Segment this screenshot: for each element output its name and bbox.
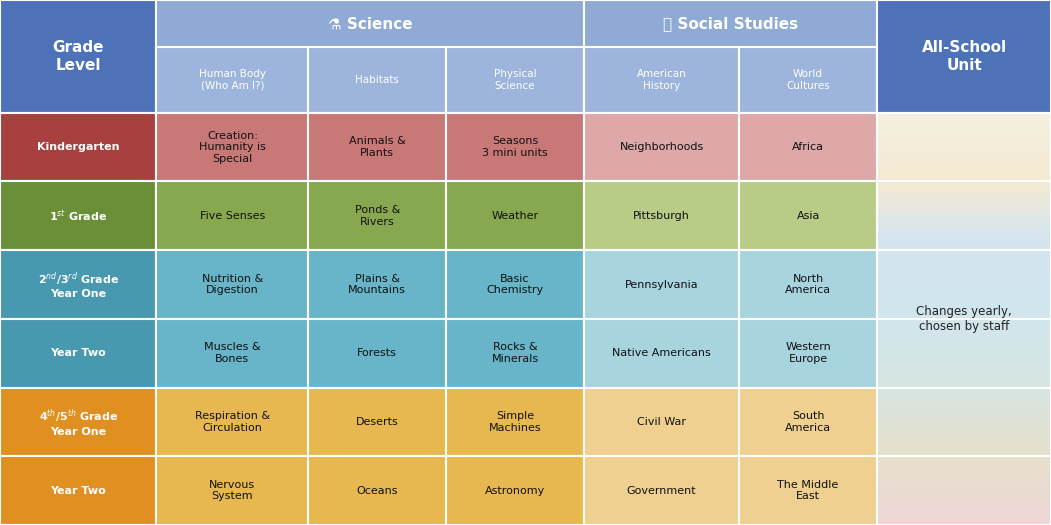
Text: South
America: South America (785, 411, 831, 433)
Text: Five Senses: Five Senses (200, 211, 265, 221)
Bar (877, 0, 1051, 113)
Bar (308, 182, 446, 250)
Text: ⚗ Science: ⚗ Science (328, 16, 412, 31)
Text: Native Americans: Native Americans (612, 348, 710, 358)
Text: Basic
Chemistry: Basic Chemistry (487, 274, 543, 296)
Text: Plains &
Mountains: Plains & Mountains (348, 274, 406, 296)
Bar (157, 182, 308, 250)
Bar (308, 387, 446, 456)
Text: Grade
Level: Grade Level (53, 40, 104, 72)
Text: Neighborhoods: Neighborhoods (619, 142, 704, 152)
Bar (584, 456, 739, 525)
Bar (308, 250, 446, 319)
Text: Astronomy: Astronomy (485, 486, 545, 496)
Text: Seasons
3 mini units: Seasons 3 mini units (482, 136, 548, 158)
Bar (584, 387, 739, 456)
Text: Deserts: Deserts (356, 417, 398, 427)
Bar (0, 387, 157, 456)
Text: Pittsburgh: Pittsburgh (633, 211, 691, 221)
Bar (308, 47, 446, 113)
Bar (446, 250, 584, 319)
Bar (157, 319, 308, 387)
Text: Animals &
Plants: Animals & Plants (349, 136, 406, 158)
Bar (0, 456, 157, 525)
Bar (877, 456, 1051, 525)
Text: Creation:
Humanity is
Special: Creation: Humanity is Special (199, 131, 266, 164)
Text: All-School
Unit: All-School Unit (922, 40, 1007, 72)
Bar (157, 250, 308, 319)
Text: Civil War: Civil War (637, 417, 686, 427)
Text: Nutrition &
Digestion: Nutrition & Digestion (202, 274, 263, 296)
Bar (739, 47, 877, 113)
Text: Kindergarten: Kindergarten (37, 142, 120, 152)
Text: Human Body
(Who Am I?): Human Body (Who Am I?) (199, 69, 266, 91)
Bar (0, 319, 157, 387)
Text: Physical
Science: Physical Science (494, 69, 536, 91)
Text: Year Two: Year Two (50, 348, 106, 358)
Text: 1$^{st}$ Grade: 1$^{st}$ Grade (49, 208, 107, 224)
Bar (157, 0, 584, 113)
Bar (0, 113, 157, 182)
Bar (446, 456, 584, 525)
Text: Weather: Weather (492, 211, 538, 221)
Bar (446, 113, 584, 182)
Bar (446, 47, 584, 113)
Bar (584, 182, 739, 250)
Bar (308, 113, 446, 182)
Bar (308, 456, 446, 525)
Text: American
History: American History (637, 69, 686, 91)
Bar (157, 456, 308, 525)
Text: Government: Government (626, 486, 697, 496)
Bar (446, 182, 584, 250)
Bar (446, 319, 584, 387)
Text: Habitats: Habitats (355, 75, 399, 85)
Bar (157, 113, 308, 182)
Text: Western
Europe: Western Europe (785, 342, 831, 364)
Bar (877, 113, 1051, 182)
Bar (584, 250, 739, 319)
Bar (446, 387, 584, 456)
Text: Pennsylvania: Pennsylvania (624, 279, 698, 289)
Text: Rocks &
Minerals: Rocks & Minerals (492, 342, 538, 364)
Text: Oceans: Oceans (356, 486, 398, 496)
Bar (0, 182, 157, 250)
Text: 2$^{nd}$/3$^{rd}$ Grade
Year One: 2$^{nd}$/3$^{rd}$ Grade Year One (38, 270, 119, 299)
Text: North
America: North America (785, 274, 831, 296)
Bar (584, 113, 739, 182)
Bar (877, 319, 1051, 387)
Bar (739, 113, 877, 182)
Text: Muscles &
Bones: Muscles & Bones (204, 342, 261, 364)
Bar (739, 387, 877, 456)
Bar (877, 387, 1051, 456)
Text: 4$^{th}$/5$^{th}$ Grade
Year One: 4$^{th}$/5$^{th}$ Grade Year One (39, 407, 118, 437)
Text: World
Cultures: World Cultures (786, 69, 830, 91)
Text: Forests: Forests (357, 348, 397, 358)
Bar (739, 250, 877, 319)
Text: Asia: Asia (797, 211, 820, 221)
Text: 🌐 Social Studies: 🌐 Social Studies (663, 16, 798, 31)
Text: Changes yearly,
chosen by staff: Changes yearly, chosen by staff (916, 305, 1012, 333)
Bar (584, 319, 739, 387)
Bar (877, 182, 1051, 250)
Bar (584, 0, 877, 113)
Text: The Middle
East: The Middle East (778, 480, 839, 501)
Text: Simple
Machines: Simple Machines (489, 411, 541, 433)
Bar (308, 319, 446, 387)
Text: Ponds &
Rivers: Ponds & Rivers (354, 205, 399, 227)
Bar (739, 456, 877, 525)
Text: Year Two: Year Two (50, 486, 106, 496)
Bar (157, 47, 308, 113)
Bar (157, 387, 308, 456)
Text: Nervous
System: Nervous System (209, 480, 255, 501)
Text: Respiration &
Circulation: Respiration & Circulation (194, 411, 270, 433)
Bar (584, 47, 739, 113)
Bar (739, 319, 877, 387)
Text: Africa: Africa (792, 142, 824, 152)
Bar (0, 250, 157, 319)
Bar (0, 0, 157, 113)
Bar (877, 250, 1051, 319)
Bar (739, 182, 877, 250)
